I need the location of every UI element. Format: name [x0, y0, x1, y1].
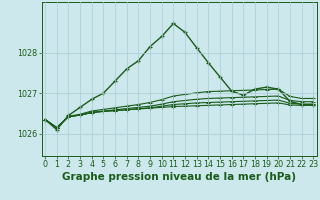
X-axis label: Graphe pression niveau de la mer (hPa): Graphe pression niveau de la mer (hPa) — [62, 172, 296, 182]
